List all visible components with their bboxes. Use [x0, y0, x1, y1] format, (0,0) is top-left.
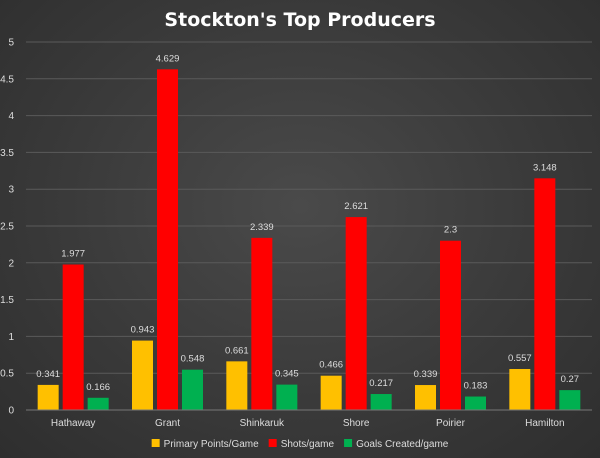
category-label: Shore: [343, 418, 370, 429]
bar-primary-points-game-shore: [320, 375, 342, 410]
data-label: 0.166: [86, 382, 110, 393]
data-label: 0.548: [181, 354, 205, 365]
category-label: Hathaway: [51, 418, 95, 429]
category-label: Shinkaruk: [240, 418, 285, 429]
data-label: 2.339: [250, 222, 274, 233]
bar-primary-points-game-hathaway: [37, 384, 59, 410]
bar-shots-game-grant: [157, 69, 178, 410]
y-tick-label: 5: [8, 38, 14, 49]
data-label: 0.557: [508, 353, 532, 364]
data-label: 0.339: [414, 369, 438, 380]
bar-primary-points-game-grant: [132, 340, 153, 410]
y-tick-label: 0.5: [0, 369, 14, 380]
x-axis-categories: Hathaway Grant Shinkaruk Shore Poirier Hamilt…: [51, 418, 565, 429]
legend-swatch: [151, 439, 160, 447]
data-label: 0.217: [369, 378, 393, 389]
data-labels: 0.341 1.977 0.166 0.943 4.629 0.548 0.661 2.339…: [36, 53, 579, 392]
y-tick-label: 0: [8, 406, 14, 417]
bar-shots-game-shinkaruk: [251, 237, 273, 410]
y-tick-label: 2: [8, 258, 14, 269]
bar-goals-created-game-hathaway: [87, 397, 109, 410]
data-label: 0.661: [225, 345, 249, 356]
data-label: 0.943: [131, 325, 155, 336]
gridlines: [26, 41, 592, 374]
bar-shots-game-hathaway: [62, 264, 84, 410]
data-label: 0.345: [275, 369, 299, 380]
y-tick-label: 4: [8, 111, 14, 122]
bar-primary-points-game-shinkaruk: [226, 361, 248, 410]
bar-goals-created-game-shore: [370, 394, 392, 410]
legend: Primary Points/Game Shots/game Goals Creat…: [151, 439, 449, 450]
bar-primary-points-game-poirier: [415, 385, 436, 410]
y-axis-ticks: 0 0.5 1 1.5 2 2.5 3 3.5 4 4.5 5: [0, 38, 14, 417]
y-tick-label: 4.5: [0, 74, 14, 85]
legend-swatch: [344, 439, 353, 447]
y-tick-label: 3: [8, 185, 14, 196]
y-tick-label: 1: [8, 332, 14, 343]
category-label: Poirier: [436, 418, 466, 429]
data-label: 0.341: [36, 369, 60, 380]
bar-shots-game-shore: [345, 217, 367, 410]
bar-shots-game-poirier: [440, 240, 461, 410]
data-label: 2.3: [444, 225, 457, 236]
bar-goals-created-game-poirier: [465, 396, 486, 410]
data-label: 0.27: [561, 374, 580, 385]
bar-goals-created-game-hamilton: [559, 390, 581, 410]
data-label: 0.183: [464, 381, 488, 392]
data-label: 2.621: [344, 201, 368, 212]
bars: [37, 69, 581, 410]
data-label: 4.629: [156, 53, 180, 64]
y-tick-label: 3.5: [0, 148, 14, 159]
data-label: 1.977: [61, 248, 85, 259]
bar-goals-created-game-shinkaruk: [276, 384, 298, 410]
bar-goals-created-game-grant: [182, 369, 203, 410]
category-label: Hamilton: [525, 418, 564, 429]
chart-title: Stockton's Top Producers: [164, 9, 435, 31]
data-label: 0.466: [319, 360, 343, 371]
legend-label: Primary Points/Game: [164, 439, 259, 450]
y-tick-label: 1.5: [0, 295, 14, 306]
category-label: Grant: [155, 418, 180, 429]
legend-label: Goals Created/game: [356, 439, 449, 450]
y-tick-label: 2.5: [0, 222, 14, 233]
legend-swatch: [268, 439, 277, 447]
data-label: 3.148: [533, 162, 557, 173]
bar-primary-points-game-hamilton: [509, 369, 531, 410]
bar-shots-game-hamilton: [534, 178, 556, 410]
legend-label: Shots/game: [281, 439, 335, 450]
